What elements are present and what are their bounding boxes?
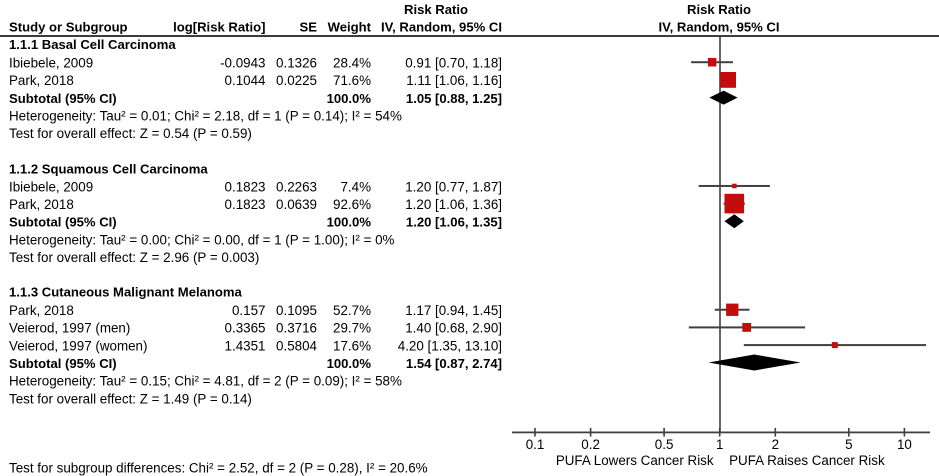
svg-text:Heterogeneity: Tau² = 0.01; Ch: Heterogeneity: Tau² = 0.01; Chi² = 2.18,…: [9, 109, 402, 124]
svg-text:2: 2: [772, 437, 779, 452]
svg-text:92.6%: 92.6%: [333, 197, 371, 212]
svg-text:Risk Ratio: Risk Ratio: [404, 2, 468, 17]
svg-text:Subtotal (95% CI): Subtotal (95% CI): [9, 91, 117, 106]
svg-text:1.20 [0.77, 1.87]: 1.20 [0.77, 1.87]: [405, 179, 502, 194]
svg-text:PUFA Raises Cancer Risk: PUFA Raises Cancer Risk: [729, 453, 885, 468]
svg-text:Risk Ratio: Risk Ratio: [687, 2, 751, 17]
svg-text:52.7%: 52.7%: [333, 303, 371, 318]
svg-text:0.1823: 0.1823: [225, 197, 266, 212]
svg-text:1.20 [1.06, 1.35]: 1.20 [1.06, 1.35]: [406, 215, 502, 230]
svg-text:Weight: Weight: [328, 20, 372, 35]
svg-text:SE: SE: [300, 20, 318, 35]
svg-text:0.1326: 0.1326: [276, 56, 317, 71]
svg-text:1.1.2 Squamous Cell Carcinoma: 1.1.2 Squamous Cell Carcinoma: [9, 162, 208, 177]
svg-text:5: 5: [845, 437, 852, 452]
svg-text:0.0225: 0.0225: [276, 73, 317, 88]
svg-text:17.6%: 17.6%: [333, 338, 371, 353]
svg-text:1.40 [0.68, 2.90]: 1.40 [0.68, 2.90]: [405, 321, 502, 336]
svg-text:Test for subgroup differences:: Test for subgroup differences: Chi² = 2.…: [9, 460, 428, 475]
svg-text:0.1823: 0.1823: [225, 179, 266, 194]
svg-text:Test for overall effect: Z = 0: Test for overall effect: Z = 0.54 (P = 0…: [9, 126, 252, 141]
svg-text:0.5: 0.5: [655, 437, 674, 452]
svg-text:29.7%: 29.7%: [333, 321, 371, 336]
svg-text:Ibiebele, 2009: Ibiebele, 2009: [9, 179, 93, 194]
svg-text:71.6%: 71.6%: [333, 73, 371, 88]
svg-text:1: 1: [716, 437, 723, 452]
svg-text:-0.0943: -0.0943: [220, 56, 265, 71]
svg-text:1.05 [0.88, 1.25]: 1.05 [0.88, 1.25]: [406, 91, 502, 106]
svg-text:Subtotal (95% CI): Subtotal (95% CI): [9, 215, 117, 230]
svg-text:Test for overall effect: Z = 2: Test for overall effect: Z = 2.96 (P = 0…: [9, 250, 259, 265]
svg-text:Veierod, 1997 (women): Veierod, 1997 (women): [9, 338, 147, 353]
svg-text:IV, Random, 95% CI: IV, Random, 95% CI: [658, 20, 779, 35]
svg-text:1.17 [0.94, 1.45]: 1.17 [0.94, 1.45]: [405, 303, 502, 318]
svg-text:Heterogeneity: Tau² = 0.00; Ch: Heterogeneity: Tau² = 0.00; Chi² = 0.00,…: [9, 232, 395, 247]
svg-text:100.0%: 100.0%: [327, 215, 372, 230]
svg-text:0.1095: 0.1095: [276, 303, 317, 318]
svg-text:Veierod, 1997 (men): Veierod, 1997 (men): [9, 321, 130, 336]
svg-text:Subtotal (95% CI): Subtotal (95% CI): [9, 356, 117, 371]
svg-text:Park, 2018: Park, 2018: [9, 197, 74, 212]
svg-text:Heterogeneity: Tau² = 0.15; Ch: Heterogeneity: Tau² = 0.15; Chi² = 4.81,…: [9, 374, 402, 389]
svg-text:1.4351: 1.4351: [225, 338, 266, 353]
svg-text:1.54 [0.87, 2.74]: 1.54 [0.87, 2.74]: [406, 356, 502, 371]
svg-text:Park, 2018: Park, 2018: [9, 303, 74, 318]
svg-text:0.5804: 0.5804: [276, 338, 318, 353]
svg-text:Park, 2018: Park, 2018: [9, 73, 74, 88]
svg-text:1.1.3 Cutaneous Malignant Mela: 1.1.3 Cutaneous Malignant Melanoma: [9, 284, 243, 299]
svg-text:PUFA Lowers Cancer Risk: PUFA Lowers Cancer Risk: [556, 453, 714, 468]
svg-text:log[Risk Ratio]: log[Risk Ratio]: [173, 20, 265, 35]
svg-text:0.91 [0.70, 1.18]: 0.91 [0.70, 1.18]: [405, 56, 502, 71]
svg-text:1.1.1 Basal Cell Carcinoma: 1.1.1 Basal Cell Carcinoma: [9, 37, 176, 52]
svg-text:IV, Random, 95% CI: IV, Random, 95% CI: [381, 20, 502, 35]
svg-text:7.4%: 7.4%: [340, 179, 371, 194]
svg-text:4.20 [1.35, 13.10]: 4.20 [1.35, 13.10]: [398, 338, 502, 353]
svg-text:28.4%: 28.4%: [333, 56, 371, 71]
svg-text:Test for overall effect: Z = 1: Test for overall effect: Z = 1.49 (P = 0…: [9, 391, 252, 406]
svg-text:0.1: 0.1: [526, 437, 545, 452]
svg-text:0.0639: 0.0639: [276, 197, 317, 212]
svg-text:100.0%: 100.0%: [327, 356, 372, 371]
svg-text:10: 10: [897, 437, 912, 452]
svg-text:1.20 [1.06, 1.36]: 1.20 [1.06, 1.36]: [405, 197, 502, 212]
svg-text:0.2263: 0.2263: [276, 179, 317, 194]
svg-text:0.3716: 0.3716: [276, 321, 317, 336]
svg-text:1.11 [1.06, 1.16]: 1.11 [1.06, 1.16]: [406, 73, 502, 88]
svg-text:0.157: 0.157: [232, 303, 266, 318]
svg-text:Ibiebele, 2009: Ibiebele, 2009: [9, 56, 93, 71]
svg-text:0.1044: 0.1044: [225, 73, 267, 88]
svg-text:0.2: 0.2: [581, 437, 600, 452]
svg-text:Study or Subgroup: Study or Subgroup: [9, 20, 128, 35]
svg-text:0.3365: 0.3365: [225, 321, 266, 336]
svg-text:100.0%: 100.0%: [327, 91, 372, 106]
